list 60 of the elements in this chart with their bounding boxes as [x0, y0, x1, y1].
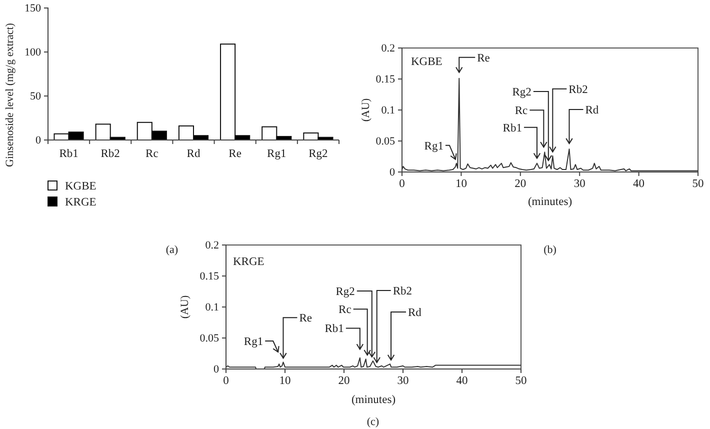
y-tick-label: 0.2 — [381, 42, 395, 55]
x-tick-label: Rb2 — [100, 148, 120, 160]
x-tick-label: 50 — [515, 375, 527, 388]
y-tick-label: 0.1 — [205, 302, 219, 314]
y-tick-label: 0.05 — [200, 332, 220, 345]
y-axis-title: Ginsenoside level (mg/g extract) — [4, 22, 16, 167]
line-series — [226, 357, 522, 370]
annotation: Rc — [514, 105, 528, 118]
y-tick-label: 0.2 — [205, 240, 219, 252]
annotation: Rb1 — [324, 323, 344, 336]
x-tick-label: Rd — [186, 148, 200, 160]
y-tick-label: 150 — [24, 2, 42, 15]
y-axis-title: (AU) — [360, 98, 372, 122]
annotation: Rc — [338, 304, 352, 316]
x-tick-label: 20 — [514, 178, 526, 190]
annotation: Rd — [408, 307, 422, 320]
legend-label: KGBE — [65, 180, 96, 192]
x-tick-label: Rb1 — [59, 148, 79, 160]
x-tick-label: 0 — [223, 375, 230, 388]
x-tick-label: 0 — [399, 178, 406, 190]
annotation: Rg1 — [244, 336, 264, 348]
x-tick-label: 40 — [456, 375, 468, 388]
x-tick-label: Rg1 — [267, 148, 286, 160]
text: (b) — [544, 244, 557, 256]
annotation: Rb1 — [502, 122, 522, 134]
x-tick-label: 30 — [574, 178, 586, 190]
x-tick-label: 20 — [338, 375, 350, 388]
y-axis-title: (AU) — [179, 295, 191, 319]
x-tick-label: Rg2 — [308, 148, 328, 160]
x-axis-title: (minutes) — [351, 394, 396, 406]
x-tick-label: Re — [228, 148, 242, 160]
y-tick-label: 0 — [36, 134, 42, 147]
text: (c) — [366, 416, 380, 428]
annotation: Rb2 — [568, 84, 588, 96]
y-tick-label: 0.05 — [376, 136, 396, 148]
line-series — [402, 78, 698, 172]
annotation: Rg2 — [336, 286, 356, 298]
annotation: Rd — [585, 104, 599, 117]
x-tick-label: 30 — [397, 375, 409, 388]
legend-label: KRGE — [65, 196, 96, 208]
x-tick-label: 10 — [455, 178, 468, 190]
x-axis-title: (minutes) — [528, 196, 572, 208]
y-tick-label: 0.1 — [381, 104, 395, 117]
y-tick-label: 0.15 — [376, 74, 396, 86]
x-tick-label: Rc — [146, 148, 158, 160]
x-tick-label: 10 — [279, 375, 291, 388]
text: KGBE — [411, 56, 442, 68]
y-tick-label: 100 — [24, 46, 42, 59]
annotation: Rb2 — [392, 286, 412, 298]
y-tick-label: 50 — [30, 90, 42, 103]
annotation: Rg2 — [512, 86, 532, 99]
text: KRGE — [233, 256, 264, 268]
y-tick-label: 0 — [214, 364, 220, 376]
x-tick-label: 50 — [692, 178, 704, 190]
annotation: Re — [299, 312, 312, 325]
x-tick-label: 40 — [633, 178, 645, 190]
y-tick-label: 0 — [390, 166, 396, 179]
text: (a) — [166, 244, 178, 256]
annotation: Re — [477, 52, 490, 64]
y-tick-label: 0.15 — [200, 270, 220, 283]
